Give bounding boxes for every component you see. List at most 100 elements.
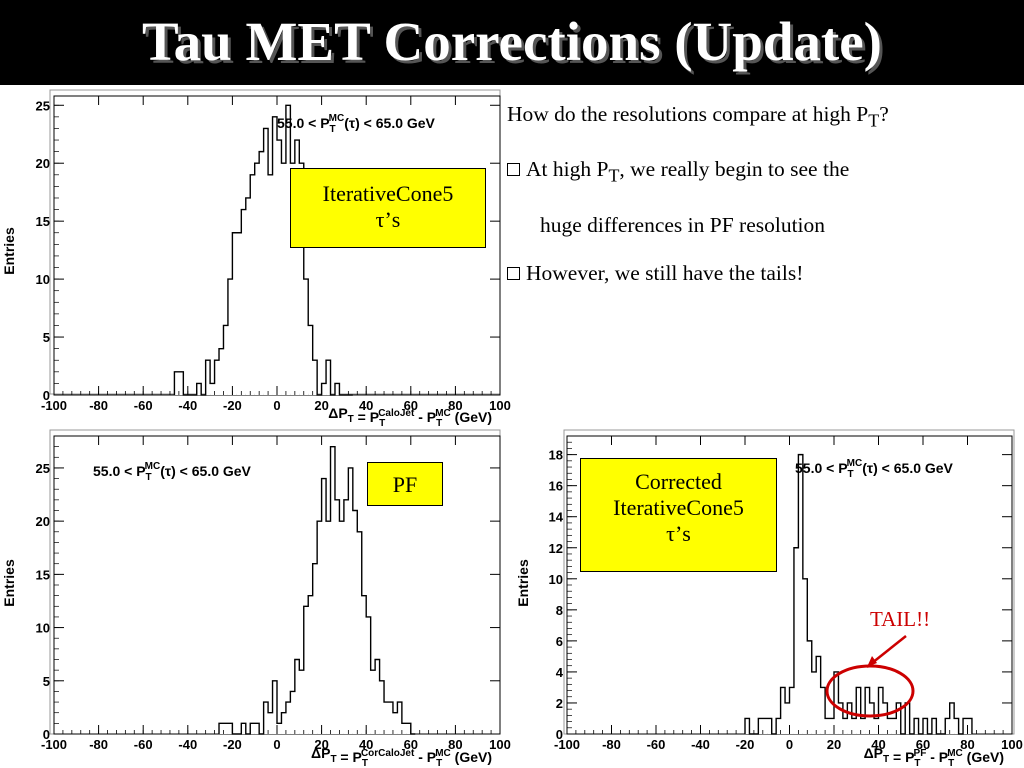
y-tick-label: 2 [556,696,563,711]
histogram-bin [236,232,242,395]
histogram-bin [370,670,376,734]
x-tick-label: -40 [691,737,710,752]
y-tick-label: 25 [36,98,50,113]
histogram-bins [219,446,411,734]
histogram-bin [923,718,928,734]
bullet-item: However, we still have the tails! [507,261,1022,285]
y-axis-title: Entries [1,559,17,607]
histogram-bin [227,279,233,395]
histogram-bin [397,702,402,734]
histogram-bin [254,723,260,734]
histogram-calojet: -100 -80 -60 -40 -20 0 20 40 60 80 100 0 5 10 15 20 25 En… [1,89,511,429]
histogram-bin [285,105,291,396]
histogram-bin [334,499,340,734]
x-tick-label: 40 [359,398,373,413]
histogram-bin [178,371,184,395]
histogram-bin [820,687,826,734]
histogram-bin [277,140,282,395]
x-tick-label: 0 [273,398,280,413]
histogram-bin [388,702,393,734]
pt-range-label: 55.0 < PTMC(τ) < 65.0 GeV [795,458,954,480]
histogram-bin [321,478,327,734]
y-tick-label: 18 [549,448,563,463]
label-box-line: Corrected [635,469,722,494]
x-axis-title: ΔPT = PTPF - PTMC (GeV) [864,745,1004,768]
histogram-bin [357,531,362,734]
histogram-bin [780,687,786,734]
histogram-bin [375,659,380,734]
histogram-bin [223,325,228,395]
y-tick-label: 10 [36,621,50,636]
histogram-bin [891,718,897,734]
x-axis-title: ΔPT = PTCorCaloJet - PTMC (GeV) [311,745,492,768]
x-tick-label: -60 [134,737,153,752]
histogram-bin [869,702,875,734]
histogram-bin [312,563,318,734]
histogram-bin [299,670,304,734]
histogram-bin [963,718,968,734]
histogram-bin [776,718,781,734]
histogram-bin [816,656,821,734]
checkbox-bullet-icon [507,266,520,280]
y-axis-title: Entries [1,227,17,275]
x-tick-label: 60 [916,737,930,752]
histogram-bin [361,595,367,734]
x-tick-label: 100 [1001,737,1023,752]
x-tick-label: 80 [960,737,974,752]
histogram-bin [219,348,224,395]
histogram-bin [767,718,772,734]
histogram-bin [268,174,273,395]
histogram-bin [851,718,857,734]
histogram-bin [967,718,972,734]
histogram-bin [802,578,808,734]
histogram-bin [259,151,264,395]
histogram-bin [303,279,309,395]
histogram-bin [758,718,763,734]
histogram-bin [321,383,327,395]
histogram-bin [263,702,269,734]
y-tick-label: 15 [36,214,50,229]
y-tick-label: 10 [549,572,563,587]
histogram-bin [263,128,269,395]
histogram-bin [366,616,371,734]
histogram-bin [290,163,295,395]
histogram-bin [277,723,282,734]
y-tick-label: 10 [36,272,50,287]
histogram-bin [793,547,799,734]
histogram-outline [173,104,353,396]
histogram-bin [272,680,277,734]
histogram-bin [825,718,830,734]
histogram-bin [762,718,768,734]
histogram-bin [954,718,959,734]
y-tick-label: 20 [36,156,50,171]
y-tick-label: 0 [556,727,563,742]
x-tick-label: -40 [178,737,197,752]
x-tick-label: -100 [41,398,67,413]
x-tick-label: -20 [223,398,242,413]
x-tick-label: 20 [314,398,328,413]
x-tick-label: 40 [359,737,373,752]
histogram-bin [308,325,313,395]
label-box-line: IterativeCone5 [613,495,744,520]
histogram-bin [241,723,246,734]
histogram-bin [860,718,866,734]
histogram-bin [196,383,202,395]
label-box-iterativecone5: IterativeCone5 τ’s [290,168,486,248]
y-tick-label: 8 [556,603,563,618]
x-tick-label: -100 [41,737,67,752]
label-box-line: τ’s [666,521,691,546]
x-tick-label: 80 [448,398,462,413]
histogram-bin [214,360,220,395]
y-tick-label: 0 [43,388,50,403]
histogram-bin [905,702,910,734]
histogram-bin [882,702,888,734]
histogram-bin [339,521,344,734]
histogram-bin [290,691,295,734]
histogram-bin [334,383,340,395]
histogram-bin [281,163,286,395]
histogram-bin [227,723,233,734]
histogram-bin [250,723,255,734]
x-tick-label: 20 [827,737,841,752]
x-tick-label: 100 [489,398,511,413]
histogram-bin [348,467,353,734]
